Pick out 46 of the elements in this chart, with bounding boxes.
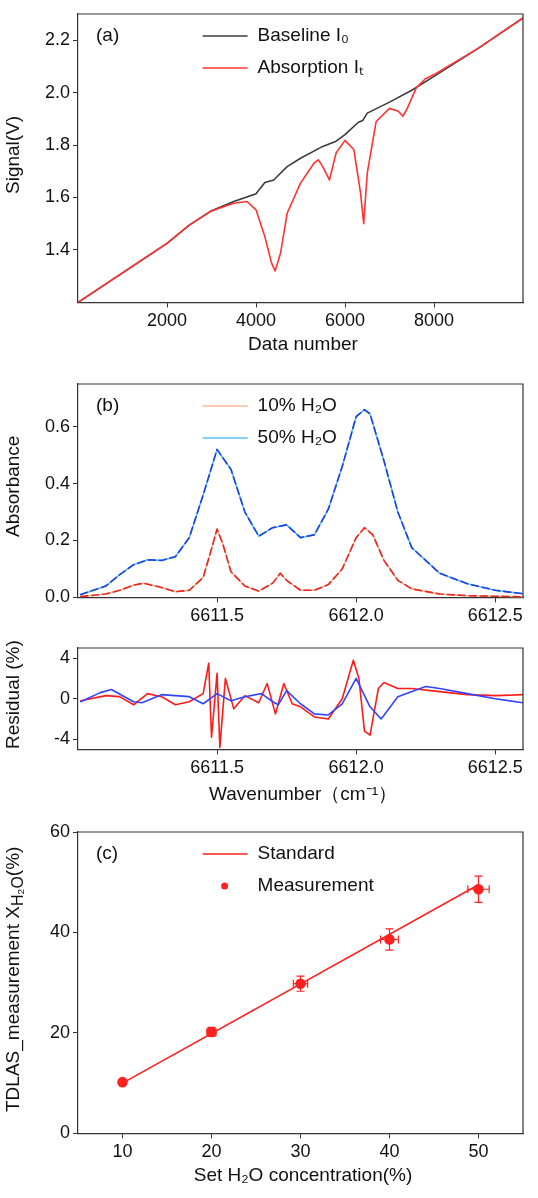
legend-label: Baseline I₀: [257, 24, 349, 46]
y-axis-title: Absorbance: [2, 434, 24, 540]
legend-label: Measurement: [257, 874, 375, 896]
x-tick-label: 6612.5: [467, 605, 523, 626]
x-tick-label: 20: [201, 1141, 222, 1162]
x-tick-label: 4000: [235, 310, 277, 331]
x-axis-title: Set H₂O concentration(%): [192, 1164, 414, 1186]
y-tick-label: 0: [59, 1122, 70, 1143]
legend-label: Standard: [257, 842, 335, 864]
x-tick-label: 10: [112, 1141, 133, 1162]
y-tick-label: 0.4: [44, 472, 70, 493]
x-tick-label: 6000: [324, 310, 366, 331]
y-tick-label: 4: [59, 647, 70, 668]
y-tick-label: 0.0: [44, 586, 70, 607]
x-tick-label: 6611.5: [190, 605, 244, 626]
y-tick-label: 40: [49, 921, 70, 942]
y-tick-label: 0: [59, 687, 70, 708]
y-tick-label: 60: [49, 820, 70, 841]
x-axis-title: Wavenumber（cm⁻¹）: [208, 782, 398, 806]
legend-label: 10% H₂O: [257, 394, 337, 416]
y-axis-title: Signal(V): [2, 114, 24, 197]
x-tick-label: 6611.5: [190, 757, 244, 778]
y-axis-title: Residual (%): [2, 639, 24, 751]
legend-label: Absorption Iₜ: [257, 56, 364, 78]
x-axis-title: Data number: [247, 333, 359, 355]
x-tick-label: 8000: [413, 310, 455, 331]
x-tick-label: 6612.0: [328, 605, 384, 626]
y-tick-label: 2.2: [44, 29, 70, 50]
x-tick-label: 2000: [146, 310, 188, 331]
y-tick-label: 20: [49, 1021, 70, 1042]
x-tick-label: 6612.5: [467, 757, 523, 778]
y-tick-label: -4: [53, 728, 70, 749]
y-tick-label: 1.8: [44, 134, 70, 155]
x-tick-label: 50: [468, 1141, 489, 1162]
y-tick-label: 0.6: [44, 415, 70, 436]
y-tick-label: 1.6: [44, 186, 70, 207]
x-tick-label: 30: [290, 1141, 311, 1162]
y-tick-label: 1.4: [44, 238, 70, 259]
x-tick-label: 40: [379, 1141, 400, 1162]
annotation: (b): [96, 394, 120, 416]
legend-label: 50% H₂O: [257, 426, 337, 448]
annotation: (a): [96, 24, 120, 46]
x-tick-label: 6612.0: [328, 757, 384, 778]
annotation: (c): [96, 842, 119, 864]
y-tick-label: 2.0: [44, 81, 70, 102]
y-tick-label: 0.2: [44, 529, 70, 550]
